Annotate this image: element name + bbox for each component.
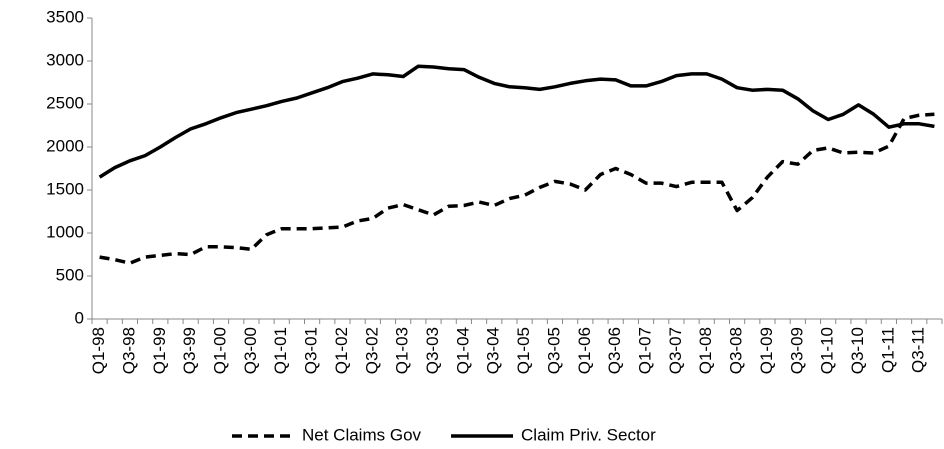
x-tick-label: Q1-08	[696, 327, 715, 374]
x-tick-label: Q1-09	[757, 327, 776, 374]
line-series	[99, 112, 935, 265]
x-tick-label: Q1-11	[878, 327, 897, 373]
x-tick-label: Q1-02	[332, 327, 351, 374]
x-tick-label: Q1-01	[271, 327, 290, 374]
x-tick-label: Q3-04	[484, 327, 503, 374]
x-tick-label: Q1-07	[636, 327, 655, 374]
y-tick-label: 2000	[46, 136, 84, 155]
x-tick-label: Q3-98	[119, 327, 138, 374]
x-tick-label: Q3-06	[605, 327, 624, 374]
y-tick-label: 3500	[46, 7, 84, 26]
y-tick-label: 1000	[46, 222, 84, 241]
line-series	[98, 64, 935, 179]
x-tick-label: Q1-04	[453, 327, 472, 374]
x-tick-label: Q3-03	[423, 327, 442, 374]
x-tick-label: Q1-03	[393, 327, 412, 374]
y-tick-label: 0	[75, 308, 84, 327]
x-tick-label: Q1-00	[211, 327, 230, 374]
x-tick-label: Q3-01	[302, 327, 321, 374]
x-tick-label: Q1-05	[514, 327, 533, 374]
legend-label: Net Claims Gov	[302, 425, 422, 444]
x-tick-label: Q3-99	[180, 327, 199, 374]
x-tick-label: Q3-02	[362, 327, 381, 374]
x-tick-label: Q3-08	[727, 327, 746, 374]
y-tick-label: 1500	[46, 179, 84, 198]
x-tick-label: Q1-99	[150, 327, 169, 374]
x-tick-label: Q3-09	[787, 327, 806, 374]
x-tick-label: Q1-06	[575, 327, 594, 374]
x-tick-label: Q1-10	[818, 327, 837, 374]
y-tick-label: 500	[56, 265, 84, 284]
y-tick-label: 2500	[46, 93, 84, 112]
x-tick-label: Q3-07	[666, 327, 685, 374]
x-tick-label: Q3-00	[241, 327, 260, 374]
legend-label: Claim Priv. Sector	[521, 425, 656, 444]
x-tick-label: Q1-98	[89, 327, 108, 374]
x-tick-label: Q3-10	[848, 327, 867, 374]
y-tick-label: 3000	[46, 50, 84, 69]
x-tick-label: Q3-05	[544, 327, 563, 374]
x-tick-label: Q3-11	[909, 327, 928, 373]
